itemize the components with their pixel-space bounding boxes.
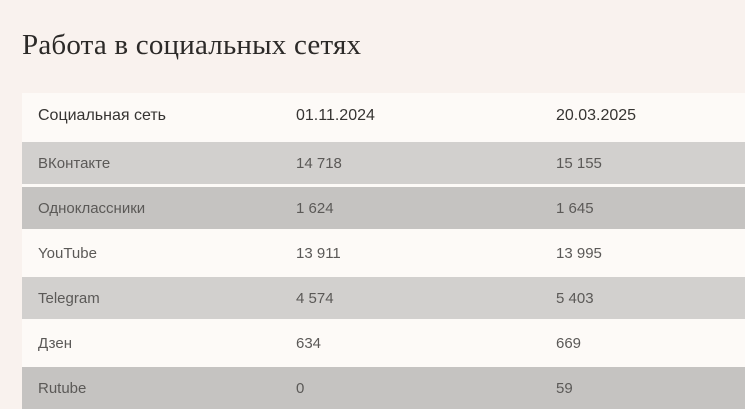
social-networks-table: Социальная сеть 01.11.2024 20.03.2025 ВК… bbox=[22, 93, 745, 409]
table-row-dzen: Дзен 634 669 bbox=[22, 319, 745, 364]
table-row-telegram: Telegram 4 574 5 403 bbox=[22, 274, 745, 319]
cell-value-mar2025: 13 995 bbox=[540, 229, 745, 274]
column-header-date-nov2024: 01.11.2024 bbox=[280, 93, 540, 139]
cell-value-nov2024: 634 bbox=[280, 319, 540, 364]
page: Работа в социальных сетях Социальная сет… bbox=[0, 26, 745, 409]
cell-network-name: Telegram bbox=[22, 274, 280, 319]
cell-network-name: ВКонтакте bbox=[22, 139, 280, 184]
cell-value-nov2024: 1 624 bbox=[280, 184, 540, 229]
cell-value-mar2025: 669 bbox=[540, 319, 745, 364]
cell-network-name: YouTube bbox=[22, 229, 280, 274]
cell-value-mar2025: 1 645 bbox=[540, 184, 745, 229]
cell-value-nov2024: 14 718 bbox=[280, 139, 540, 184]
cell-value-mar2025: 59 bbox=[540, 364, 745, 409]
cell-network-name: Дзен bbox=[22, 319, 280, 364]
page-title: Работа в социальных сетях bbox=[22, 29, 362, 61]
table-header-row: Социальная сеть 01.11.2024 20.03.2025 bbox=[22, 93, 745, 139]
cell-value-mar2025: 15 155 bbox=[540, 139, 745, 184]
cell-value-mar2025: 5 403 bbox=[540, 274, 745, 319]
cell-value-nov2024: 0 bbox=[280, 364, 540, 409]
cell-network-name: Rutube bbox=[22, 364, 280, 409]
table-row-youtube: YouTube 13 911 13 995 bbox=[22, 229, 745, 274]
table-row-vkontakte: ВКонтакте 14 718 15 155 bbox=[22, 139, 745, 184]
cell-value-nov2024: 13 911 bbox=[280, 229, 540, 274]
table-row-rutube: Rutube 0 59 bbox=[22, 364, 745, 409]
column-header-date-mar2025: 20.03.2025 bbox=[540, 93, 745, 139]
cell-network-name: Одноклассники bbox=[22, 184, 280, 229]
column-header-network: Социальная сеть bbox=[22, 93, 280, 139]
table-row-odnoklassniki: Одноклассники 1 624 1 645 bbox=[22, 184, 745, 229]
cell-value-nov2024: 4 574 bbox=[280, 274, 540, 319]
